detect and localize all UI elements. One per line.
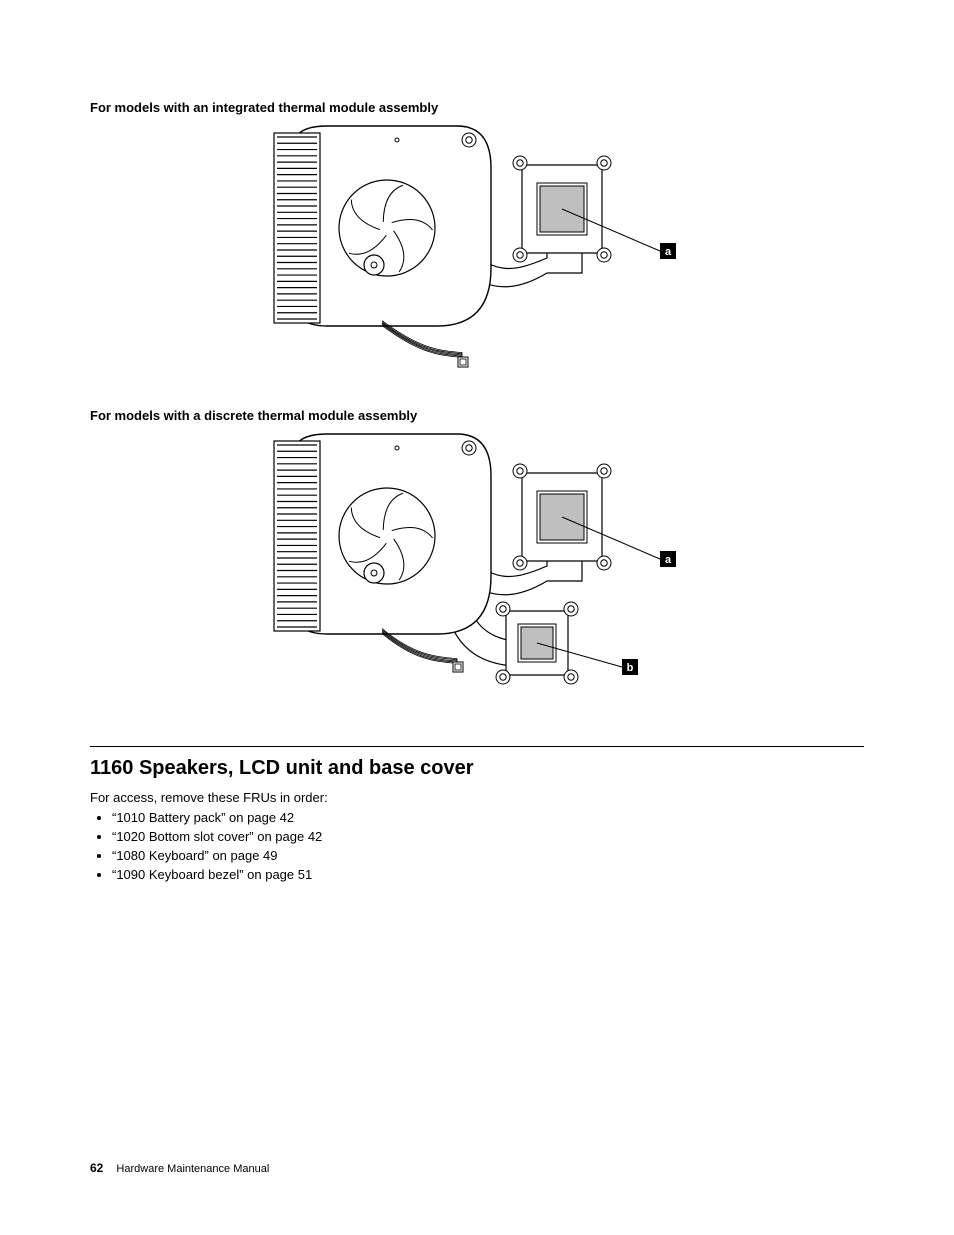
list-item: “1080 Keyboard” on page 49: [112, 847, 864, 866]
diagram-integrated: a: [262, 123, 692, 383]
fru-list: “1010 Battery pack” on page 42 “1020 Bot…: [90, 809, 864, 884]
manual-page: For models with an integrated thermal mo…: [0, 0, 954, 1235]
subheading-integrated: For models with an integrated thermal mo…: [90, 100, 864, 115]
list-item: “1010 Battery pack” on page 42: [112, 809, 864, 828]
list-item: “1020 Bottom slot cover” on page 42: [112, 828, 864, 847]
list-item: “1090 Keyboard bezel” on page 51: [112, 866, 864, 885]
svg-text:a: a: [665, 246, 672, 258]
subheading-discrete: For models with a discrete thermal modul…: [90, 408, 864, 423]
intro-text: For access, remove these FRUs in order:: [90, 790, 864, 805]
svg-text:b: b: [627, 662, 634, 674]
section-title: 1160 Speakers, LCD unit and base cover: [90, 757, 864, 780]
section-divider: [90, 746, 864, 747]
diagram-discrete-wrap: ab: [90, 431, 864, 726]
page-number: 62: [90, 1161, 103, 1175]
page-footer: 62 Hardware Maintenance Manual: [90, 1161, 269, 1175]
footer-title: Hardware Maintenance Manual: [116, 1163, 269, 1175]
svg-text:a: a: [665, 554, 672, 566]
diagram-discrete: ab: [262, 431, 692, 721]
diagram-integrated-wrap: a: [90, 123, 864, 388]
